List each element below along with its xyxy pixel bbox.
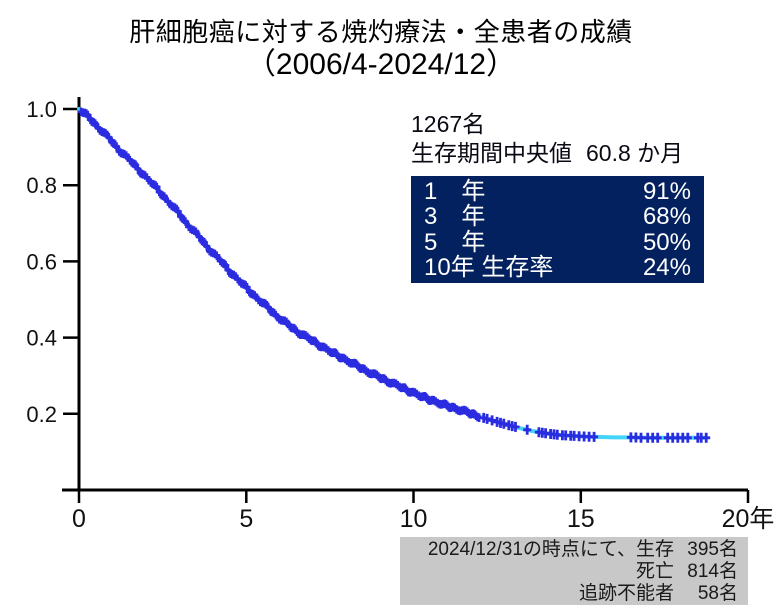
survival-rate-box: 1 年 91% 3 年 68% 5 年 50% 10年 生存率 24% <box>411 176 704 283</box>
status-label: 追跡不能者 <box>578 583 674 604</box>
censor-marks-dense <box>77 107 482 422</box>
y-axis-tick-label: 0.6 <box>26 249 57 274</box>
patient-count: 1267名 <box>411 111 486 137</box>
censor-marks-tail <box>479 412 711 443</box>
rate-label: 10年 生存率 <box>424 253 554 281</box>
rate-row-1y: 1 年 91% <box>411 179 704 204</box>
median-survival-label: 生存期間中央値 <box>411 140 572 166</box>
rate-label: 1 年 <box>424 178 486 206</box>
axis-tick-marks <box>63 107 750 503</box>
rate-value: 24% <box>642 253 691 281</box>
status-row-alive: 2024/12/31の時点にて、生存 395名 <box>400 539 738 561</box>
y-axis-tick-label: 0.2 <box>26 402 57 427</box>
x-axis-tick-label: 5 <box>239 505 253 533</box>
y-axis-tick-label: 0.8 <box>26 173 57 198</box>
rate-label: 5 年 <box>424 228 486 256</box>
median-survival-value: 60.8 か月 <box>586 140 684 166</box>
summary-block: 1267名 生存期間中央値 60.8 か月 <box>411 110 683 168</box>
rate-row-3y: 3 年 68% <box>411 204 704 229</box>
status-value: 58名 <box>697 583 738 604</box>
rate-value: 68% <box>642 203 691 231</box>
x-axis-tick-label: 20年 <box>722 505 775 533</box>
x-axis-tick-label: 10 <box>400 505 428 533</box>
status-row-lost: 追跡不能者 58名 <box>400 583 738 605</box>
x-axis-tick-label: 15 <box>567 505 595 533</box>
median-survival: 生存期間中央値 60.8 か月 <box>411 139 683 168</box>
rate-value: 50% <box>642 228 691 256</box>
x-axis-tick-label: 0 <box>72 505 86 533</box>
y-axis-tick-label: 1.0 <box>26 97 57 122</box>
rate-row-10y: 10年 生存率 24% <box>411 255 704 280</box>
rate-label: 3 年 <box>424 203 486 231</box>
y-axis-tick-label: 0.4 <box>26 326 57 351</box>
status-row-dead: 死亡 814名 <box>400 561 738 583</box>
status-label: 死亡 <box>635 561 674 582</box>
status-label: 2024/12/31の時点にて、生存 <box>427 539 674 560</box>
follow-up-status-box: 2024/12/31の時点にて、生存 395名 死亡 814名 追跡不能者 58… <box>400 537 748 605</box>
chart-title-line1: 肝細胞癌に対する焼灼療法・全患者の成績 <box>129 17 633 47</box>
chart-title-line2: （2006/4-2024/12） <box>245 48 517 81</box>
status-value: 814名 <box>687 561 738 582</box>
rate-row-5y: 5 年 50% <box>411 230 704 255</box>
rate-value: 91% <box>642 178 691 206</box>
chart-title: 肝細胞癌に対する焼灼療法・全患者の成績 （2006/4-2024/12） <box>0 16 762 82</box>
status-value: 395名 <box>687 539 738 560</box>
